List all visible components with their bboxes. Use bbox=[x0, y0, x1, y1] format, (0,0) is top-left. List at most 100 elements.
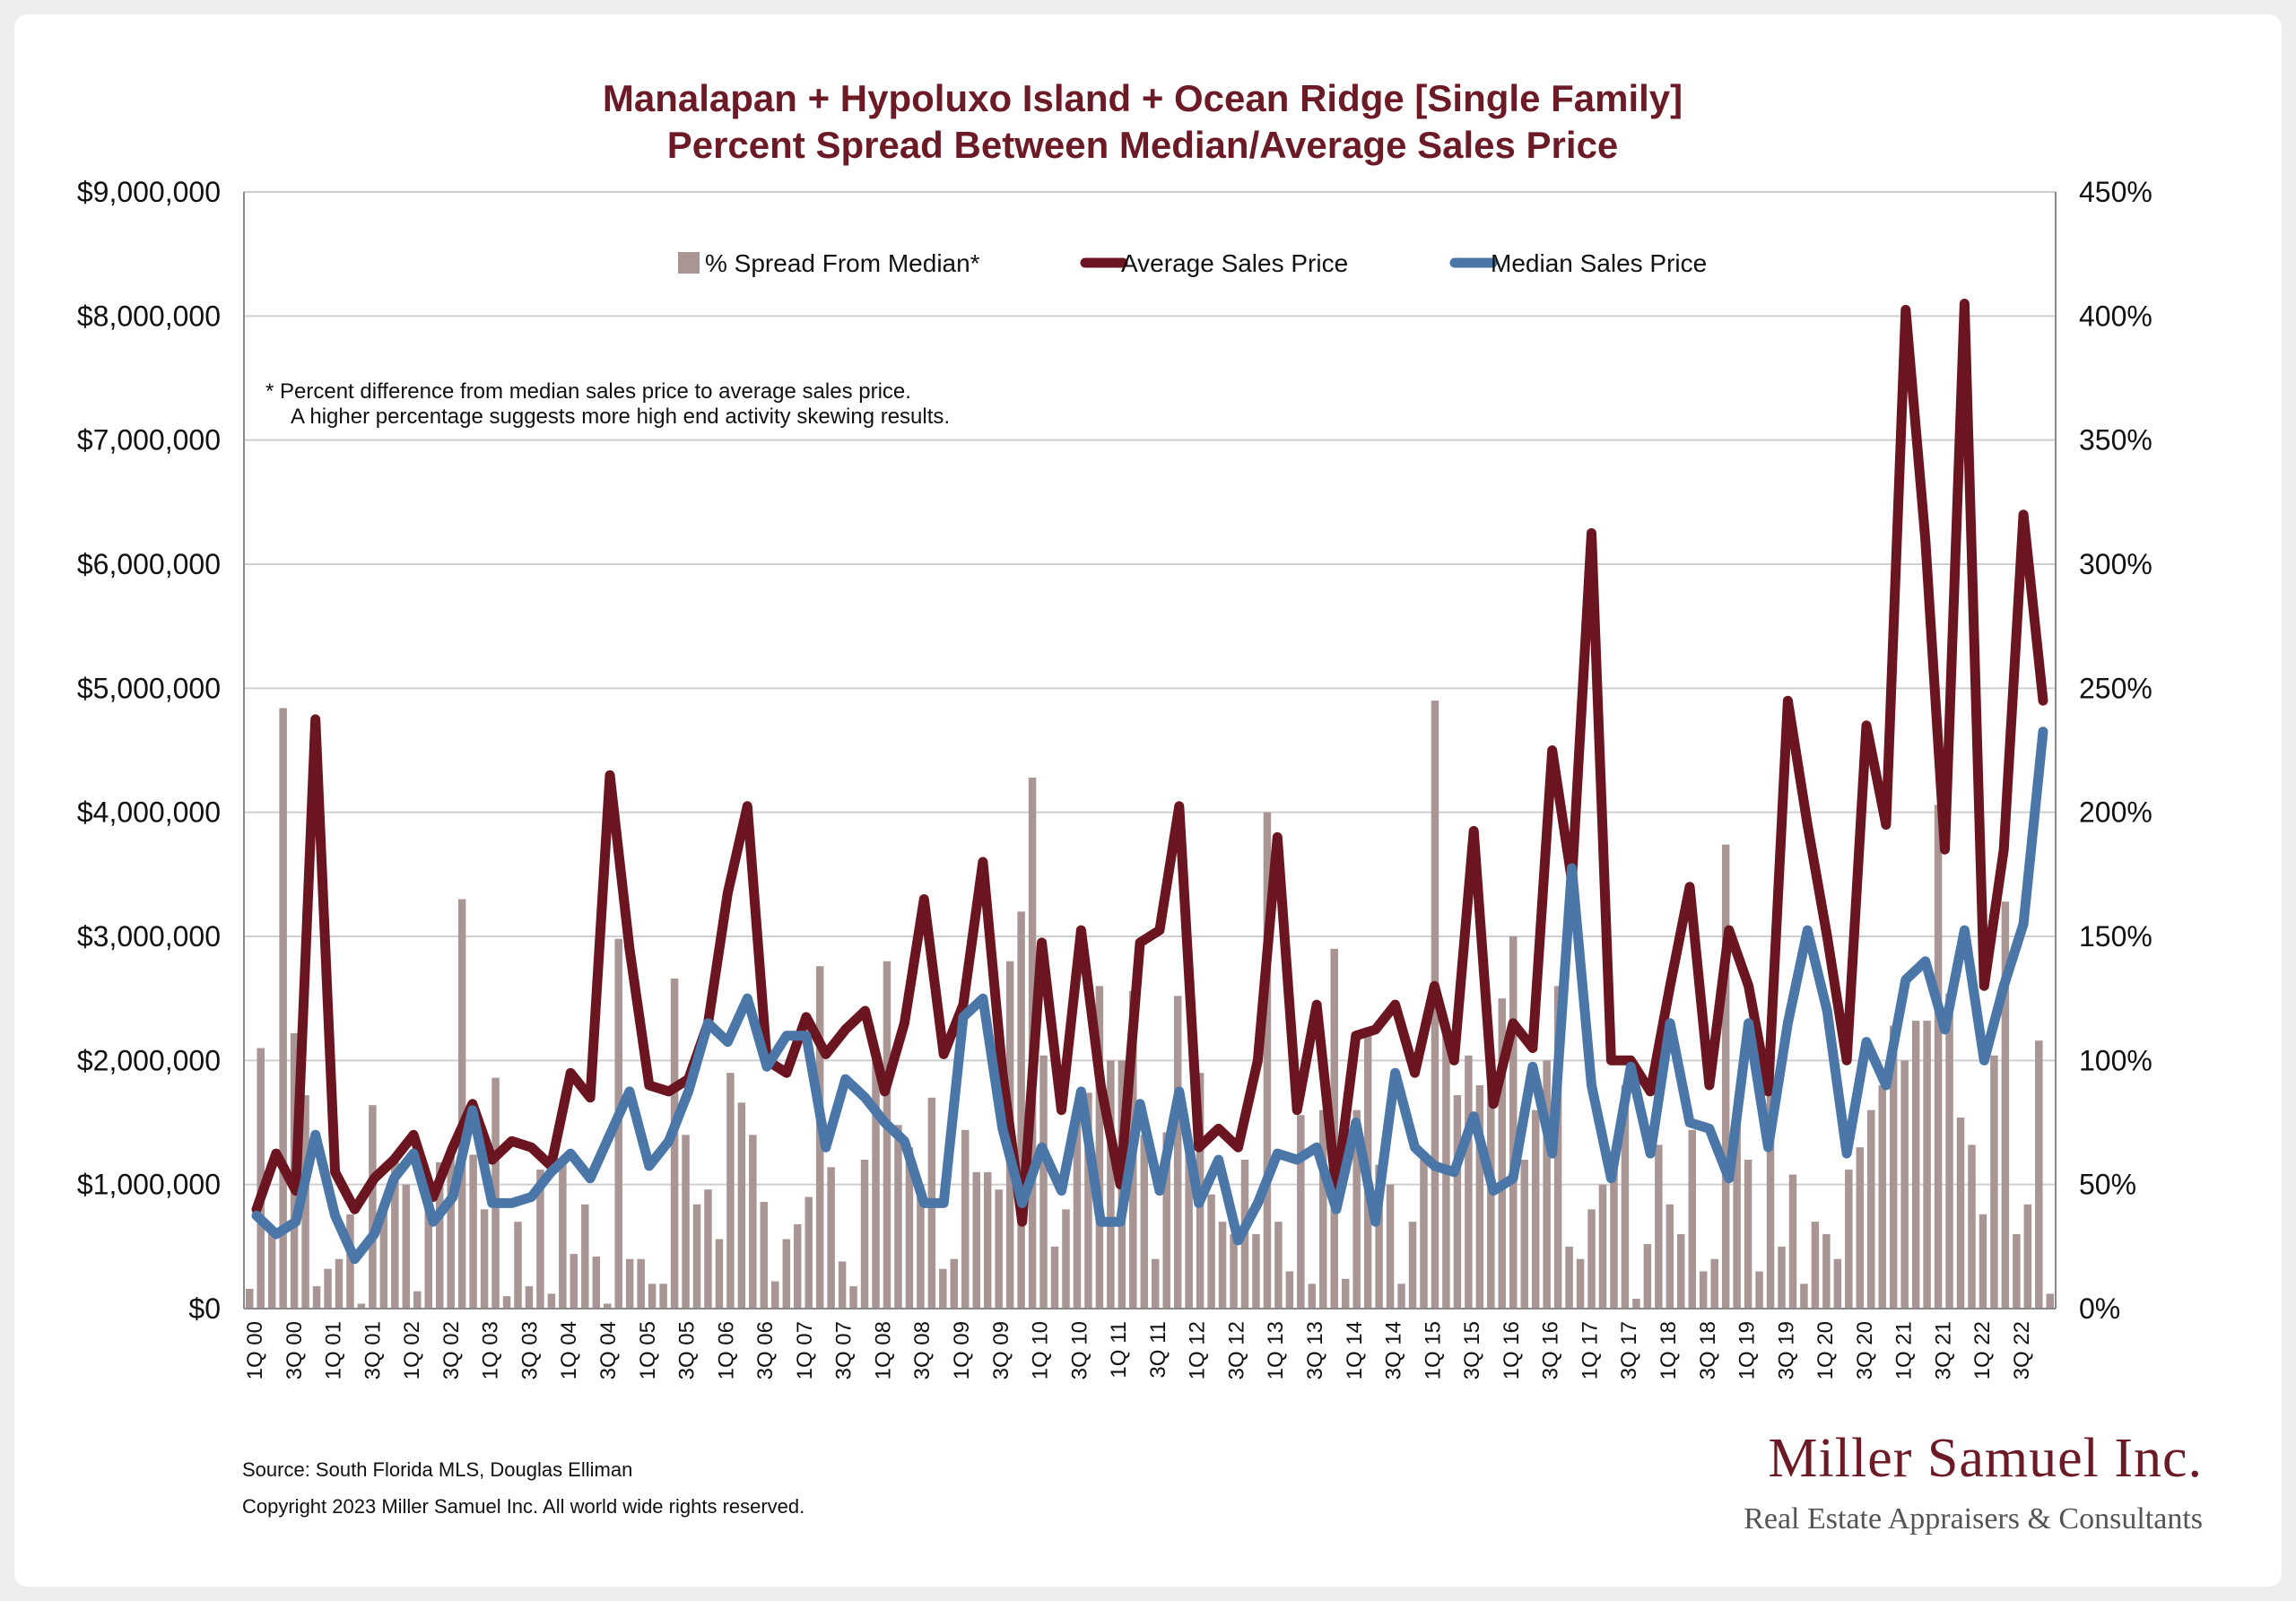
x-tick-label: 1Q 07 bbox=[793, 1321, 817, 1379]
legend-swatch-bar bbox=[678, 252, 700, 274]
spread-bar bbox=[670, 979, 679, 1309]
spread-bar bbox=[1420, 1160, 1428, 1309]
spread-bar bbox=[917, 1184, 925, 1309]
spread-bar bbox=[1845, 1170, 1853, 1309]
spread-bar bbox=[1162, 1132, 1170, 1309]
left-tick-label: $1,000,000 bbox=[77, 1169, 221, 1201]
x-tick-label: 1Q 18 bbox=[1657, 1321, 1681, 1379]
right-tick-label: 300% bbox=[2079, 548, 2152, 580]
legend-item: Average Sales Price bbox=[1080, 249, 1348, 277]
spread-bar bbox=[682, 1135, 690, 1309]
right-tick-label: 0% bbox=[2079, 1292, 2120, 1325]
spread-bar bbox=[1073, 1109, 1082, 1309]
spread-bar bbox=[648, 1283, 657, 1309]
spread-bar bbox=[1017, 911, 1025, 1309]
spread-bar bbox=[737, 1102, 746, 1309]
spread-bar bbox=[1453, 1095, 1462, 1309]
spread-bar bbox=[1084, 1092, 1092, 1309]
x-tick-label: 1Q 21 bbox=[1892, 1321, 1917, 1379]
left-tick-label: $8,000,000 bbox=[77, 300, 221, 332]
spread-bar bbox=[2023, 1204, 2032, 1309]
spread-bar bbox=[1889, 1025, 1898, 1309]
spread-bar bbox=[435, 1162, 444, 1309]
x-tick-label: 3Q 06 bbox=[753, 1321, 778, 1379]
spread-bar bbox=[1465, 1055, 1473, 1309]
spread-bar bbox=[1173, 996, 1182, 1309]
spread-bar bbox=[502, 1296, 511, 1309]
x-tick-label: 3Q 13 bbox=[1303, 1321, 1327, 1379]
axes bbox=[243, 192, 2057, 1310]
x-tick-label: 3Q 00 bbox=[283, 1321, 307, 1379]
spread-bar bbox=[849, 1286, 857, 1309]
spread-bar bbox=[514, 1222, 522, 1309]
spread-bar bbox=[379, 1209, 388, 1309]
legend-item: % Spread From Median* bbox=[678, 249, 980, 277]
spread-bar bbox=[1598, 1184, 1607, 1309]
spread-bar bbox=[592, 1256, 601, 1309]
spread-bar bbox=[267, 1229, 276, 1309]
x-tick-label: 3Q 09 bbox=[989, 1321, 1013, 1379]
source-note: Source: South Florida MLS, Douglas Ellim… bbox=[242, 1458, 632, 1481]
spread-bar bbox=[1050, 1246, 1059, 1309]
legend-label: Average Sales Price bbox=[1121, 249, 1348, 277]
spread-bar bbox=[1062, 1209, 1070, 1309]
spread-bar bbox=[1900, 1060, 1909, 1309]
x-tick-label: 3Q 12 bbox=[1224, 1321, 1248, 1379]
spread-bar bbox=[1341, 1278, 1350, 1309]
left-tick-label: $9,000,000 bbox=[77, 176, 221, 208]
spread-bar bbox=[1856, 1147, 1865, 1309]
x-tick-label: 1Q 13 bbox=[1264, 1321, 1288, 1379]
spread-bar bbox=[1285, 1271, 1294, 1309]
spread-bar bbox=[1610, 1160, 1618, 1309]
spread-bar bbox=[782, 1239, 790, 1309]
x-tick-label: 3Q 10 bbox=[1067, 1321, 1091, 1379]
spread-bar bbox=[1531, 1109, 1540, 1309]
legend-label: Median Sales Price bbox=[1491, 249, 1707, 277]
spread-bar bbox=[1643, 1244, 1652, 1309]
x-tick-label: 1Q 12 bbox=[1186, 1321, 1210, 1379]
right-tick-label: 400% bbox=[2079, 300, 2152, 332]
spread-bar bbox=[2046, 1293, 2055, 1309]
x-tick-label: 1Q 10 bbox=[1029, 1321, 1053, 1379]
spread-bar bbox=[827, 1167, 835, 1309]
spread-bar bbox=[1710, 1258, 1718, 1309]
spread-bar bbox=[939, 1268, 947, 1309]
spread-bar bbox=[480, 1209, 489, 1309]
spread-bar bbox=[1632, 1298, 1640, 1309]
spread-bar bbox=[447, 1147, 455, 1309]
spread-bar bbox=[559, 1160, 567, 1309]
chart: Manalapan + Hypoluxo Island + Ocean Ridg… bbox=[77, 77, 2203, 1536]
spread-bar bbox=[1744, 1160, 1752, 1309]
x-tick-label: 3Q 21 bbox=[1931, 1321, 1955, 1379]
x-tick-label: 1Q 05 bbox=[636, 1321, 660, 1379]
spread-bar bbox=[570, 1254, 578, 1309]
spread-bar bbox=[301, 1095, 309, 1309]
spread-bar bbox=[2013, 1234, 2021, 1309]
spread-bar bbox=[1587, 1209, 1596, 1309]
spread-bar bbox=[1878, 1085, 1886, 1309]
left-tick-label: $2,000,000 bbox=[77, 1044, 221, 1076]
spread-bar bbox=[1755, 1271, 1763, 1309]
right-tick-label: 250% bbox=[2079, 672, 2152, 704]
x-tick-label: 3Q 18 bbox=[1696, 1321, 1720, 1379]
spread-bar bbox=[424, 1177, 432, 1309]
spread-bar bbox=[1688, 1129, 1696, 1309]
spread-bar bbox=[1956, 1117, 1965, 1309]
spread-bar bbox=[771, 1281, 779, 1309]
left-tick-label: $6,000,000 bbox=[77, 548, 221, 580]
x-tick-label: 1Q 16 bbox=[1500, 1321, 1524, 1379]
right-tick-label: 350% bbox=[2079, 424, 2152, 457]
x-tick-label: 1Q 14 bbox=[1343, 1321, 1367, 1379]
spread-bar bbox=[536, 1170, 544, 1309]
spread-bar bbox=[335, 1258, 344, 1309]
left-axis-ticks: $0 $1,000,000 $2,000,000 $3,000,000 $4,000,0… bbox=[77, 176, 221, 1325]
x-tick-label: 3Q 02 bbox=[439, 1321, 464, 1379]
spread-bar bbox=[1665, 1204, 1674, 1309]
spread-bar bbox=[1621, 1085, 1630, 1309]
spread-bar bbox=[692, 1204, 701, 1309]
x-tick-label: 3Q 15 bbox=[1460, 1321, 1484, 1379]
spread-bar bbox=[1151, 1258, 1160, 1309]
spread-bar bbox=[1386, 1184, 1395, 1309]
spread-bar bbox=[1520, 1160, 1528, 1309]
x-tick-label: 3Q 17 bbox=[1617, 1321, 1641, 1379]
